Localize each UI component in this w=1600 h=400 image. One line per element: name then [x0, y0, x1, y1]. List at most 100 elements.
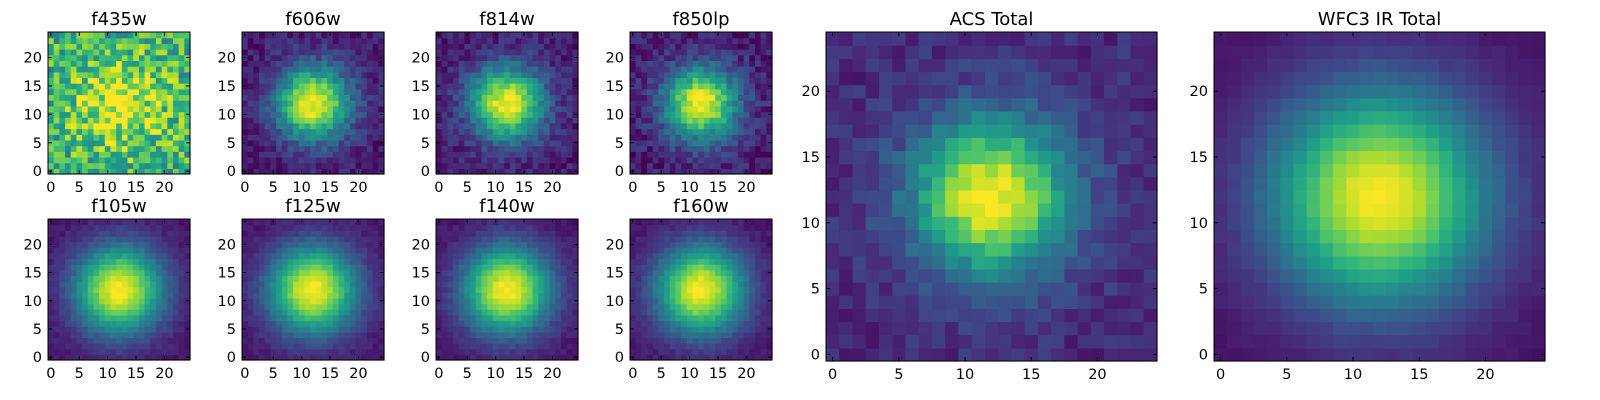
- heatmap-cell: [361, 43, 368, 50]
- heatmap-cell: [242, 264, 249, 271]
- heatmap-cell: [630, 320, 637, 327]
- heatmap-cell: [332, 134, 340, 141]
- heatmap-cell: [543, 94, 551, 101]
- heatmap-cell: [630, 337, 637, 344]
- heatmap-cell: [338, 275, 345, 282]
- heatmap-cell: [366, 343, 374, 350]
- heatmap-cell: [481, 275, 488, 282]
- heatmap-cell: [65, 122, 72, 130]
- heatmap-cell: [70, 134, 77, 141]
- heatmap-cell: [458, 128, 465, 135]
- heatmap-cell: [293, 37, 300, 44]
- heatmap-cell: [178, 309, 185, 316]
- heatmap-cell: [481, 235, 488, 243]
- heatmap-cell: [315, 117, 323, 124]
- heatmap-cell: [509, 162, 517, 169]
- heatmap-cell: [630, 105, 637, 113]
- heatmap-cell: [138, 326, 146, 333]
- heatmap-cell: [59, 297, 66, 305]
- heatmap-cell: [560, 224, 568, 231]
- heatmap-cell: [732, 145, 739, 152]
- heatmap-cell: [184, 275, 191, 282]
- heatmap-cell: [167, 275, 174, 282]
- heatmap-cell: [538, 162, 545, 169]
- heatmap-cell: [161, 258, 168, 265]
- heatmap-cell: [338, 235, 345, 243]
- heatmap-cell: [327, 111, 334, 118]
- heatmap-cell: [53, 281, 60, 288]
- heatmap-cell: [247, 292, 254, 299]
- heatmap-cell: [178, 105, 185, 113]
- heatmap-cell: [498, 252, 505, 260]
- heatmap-cell: [538, 37, 545, 44]
- heatmap-cell: [99, 77, 106, 84]
- heatmap-cell: [344, 88, 351, 96]
- heatmap-cell: [315, 247, 323, 254]
- heatmap-cell: [572, 224, 579, 231]
- heatmap-cell: [464, 269, 471, 276]
- heatmap-cell: [247, 54, 254, 61]
- heatmap-cell: [447, 269, 454, 276]
- heatmap-cell: [436, 292, 443, 299]
- heatmap-cell: [59, 252, 66, 260]
- heatmap-cell: [372, 241, 379, 248]
- heatmap-cell: [641, 49, 648, 56]
- heatmap-cell: [264, 49, 271, 56]
- heatmap-cell: [378, 128, 385, 135]
- heatmap-cell: [53, 297, 60, 305]
- heatmap-cell: [441, 66, 448, 73]
- heatmap-cell: [293, 337, 300, 344]
- heatmap-cell: [366, 297, 374, 305]
- x-tick-label: 10: [98, 366, 116, 382]
- heatmap-cell: [76, 145, 83, 152]
- heatmap-cell: [281, 77, 289, 84]
- heatmap-cell: [458, 139, 465, 147]
- heatmap-cell: [315, 77, 323, 84]
- heatmap-cell: [652, 337, 659, 344]
- heatmap-cell: [743, 134, 750, 141]
- heatmap-cell: [172, 252, 180, 260]
- heatmap-cell: [110, 264, 117, 271]
- heatmap-cell: [338, 326, 345, 333]
- heatmap-cell: [167, 105, 174, 113]
- heatmap-cell: [144, 303, 151, 310]
- heatmap-cell: [332, 100, 340, 107]
- heatmap-cell: [99, 354, 106, 361]
- heatmap-cell: [732, 134, 739, 141]
- heatmap-cell: [498, 326, 505, 333]
- heatmap-cell: [560, 156, 568, 164]
- heatmap-cell: [481, 77, 488, 84]
- heatmap-cell: [549, 122, 556, 130]
- heatmap-cell: [99, 60, 106, 67]
- heatmap-cell: [538, 326, 545, 333]
- heatmap-cell: [338, 264, 345, 271]
- heatmap-cell: [161, 309, 168, 316]
- heatmap-cell: [441, 94, 448, 101]
- heatmap-cell: [264, 241, 271, 248]
- heatmap-cell: [48, 71, 55, 79]
- heatmap-cell: [681, 156, 688, 164]
- heatmap-cell: [167, 230, 174, 237]
- heatmap-cell: [532, 241, 539, 248]
- heatmap-cell: [178, 151, 185, 158]
- heatmap-cell: [315, 219, 323, 226]
- heatmap-cell: [116, 128, 123, 135]
- heatmap-cell: [247, 230, 254, 237]
- heatmap-cell: [127, 105, 134, 113]
- heatmap-cell: [116, 297, 123, 305]
- heatmap-cell: [293, 343, 300, 350]
- heatmap-cell: [543, 275, 551, 282]
- heatmap-cell: [647, 281, 654, 288]
- heatmap-cell: [155, 247, 163, 254]
- heatmap-cell: [321, 32, 328, 39]
- heatmap-cell: [652, 326, 659, 333]
- heatmap-cell: [264, 94, 271, 101]
- heatmap-cell: [470, 83, 477, 90]
- heatmap-cell: [298, 77, 306, 84]
- heatmap-cell: [349, 331, 357, 339]
- heatmap-cell: [53, 94, 60, 101]
- heatmap-cell: [509, 320, 517, 327]
- heatmap-cell: [481, 303, 488, 310]
- heatmap-cell: [104, 37, 112, 44]
- heatmap-cell: [327, 258, 334, 265]
